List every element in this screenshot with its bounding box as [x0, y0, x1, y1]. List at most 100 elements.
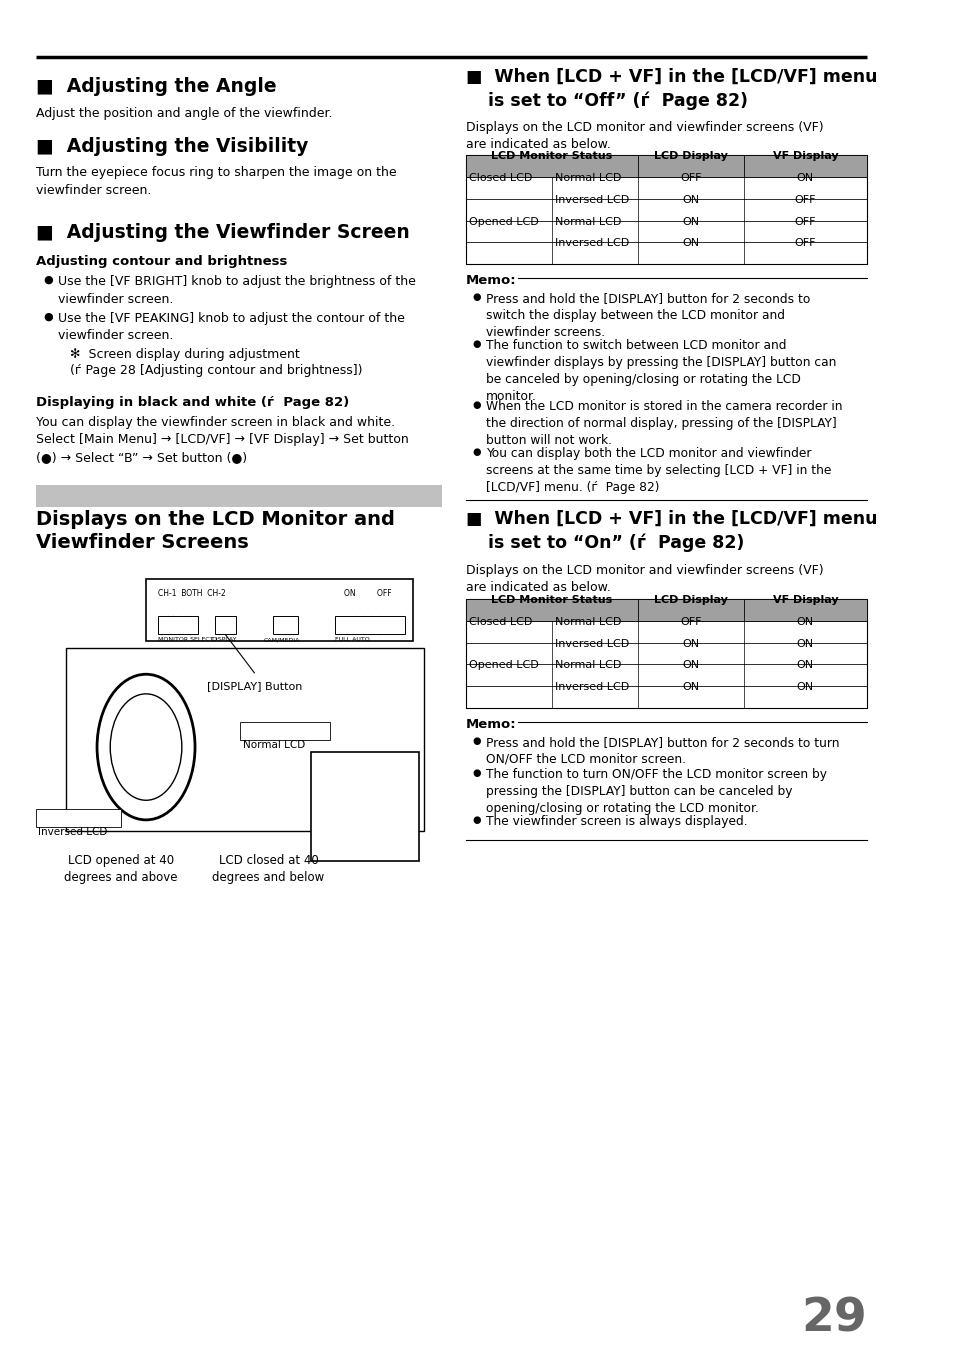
Text: Closed LCD: Closed LCD	[469, 173, 532, 184]
Bar	[465, 599, 865, 621]
Bar	[465, 643, 865, 664]
Text: LCD Display: LCD Display	[654, 151, 727, 162]
Text: Closed LCD: Closed LCD	[469, 617, 532, 626]
Bar	[146, 579, 413, 641]
Text: is set to “Off” (ѓ  Page 82): is set to “Off” (ѓ Page 82)	[488, 90, 747, 109]
Bar	[465, 599, 865, 707]
Text: ON: ON	[681, 194, 699, 205]
Text: [DISPLAY] Button: [DISPLAY] Button	[207, 680, 302, 691]
Text: ●: ●	[473, 292, 481, 302]
Bar	[465, 220, 865, 243]
Bar	[214, 617, 235, 634]
Text: ON: ON	[796, 639, 813, 648]
Text: Inversed LCD: Inversed LCD	[555, 239, 629, 248]
Text: ●: ●	[473, 339, 481, 348]
Text: Inversed LCD: Inversed LCD	[555, 194, 629, 205]
Text: Displays on the LCD Monitor and
Viewfinder Screens: Displays on the LCD Monitor and Viewfind…	[36, 509, 395, 552]
Bar	[335, 617, 405, 634]
Text: Normal LCD: Normal LCD	[555, 617, 621, 626]
Text: ON: ON	[681, 682, 699, 693]
Text: LCD opened at 40
degrees and above: LCD opened at 40 degrees and above	[64, 855, 177, 884]
Text: ●: ●	[473, 815, 481, 825]
Text: Normal LCD: Normal LCD	[555, 660, 621, 671]
Text: The viewfinder screen is always displayed.: The viewfinder screen is always displaye…	[486, 815, 747, 829]
Text: ✻  Screen display during adjustment: ✻ Screen display during adjustment	[70, 348, 299, 362]
Text: LCD Display: LCD Display	[654, 595, 727, 605]
Text: ■  Adjusting the Viewfinder Screen: ■ Adjusting the Viewfinder Screen	[36, 223, 409, 242]
Text: CAM/MEDIA: CAM/MEDIA	[264, 637, 300, 643]
Bar	[465, 621, 865, 643]
Text: LCD Monitor Status: LCD Monitor Status	[491, 595, 612, 605]
Text: MONITOR SELECT: MONITOR SELECT	[158, 637, 213, 643]
Text: Adjusting contour and brightness: Adjusting contour and brightness	[36, 255, 287, 269]
Text: Normal LCD: Normal LCD	[243, 740, 305, 751]
Text: DISPLAY: DISPLAY	[211, 637, 236, 643]
Text: LCD closed at 40
degrees and below: LCD closed at 40 degrees and below	[213, 855, 324, 884]
Bar	[66, 648, 423, 832]
Text: (ѓ Page 28 [Adjusting contour and brightness]): (ѓ Page 28 [Adjusting contour and bright…	[70, 364, 362, 377]
Bar	[158, 617, 197, 634]
Text: CH-1  BOTH  CH-2: CH-1 BOTH CH-2	[158, 589, 226, 598]
Text: The function to switch between LCD monitor and
viewfinder displays by pressing t: The function to switch between LCD monit…	[486, 339, 836, 402]
Text: Use the [VF PEAKING] knob to adjust the contour of the
viewfinder screen.: Use the [VF PEAKING] knob to adjust the …	[58, 312, 405, 342]
Text: OFF: OFF	[794, 216, 815, 227]
Bar	[311, 752, 418, 861]
Text: You can display the viewfinder screen in black and white.
Select [Main Menu] → [: You can display the viewfinder screen in…	[36, 416, 408, 463]
Bar	[465, 198, 865, 220]
Text: When the LCD monitor is stored in the camera recorder in
the direction of normal: When the LCD monitor is stored in the ca…	[486, 400, 841, 447]
Text: Displays on the LCD monitor and viewfinder screens (VF)
are indicated as below.: Displays on the LCD monitor and viewfind…	[465, 120, 822, 151]
Text: Press and hold the [DISPLAY] button for 2 seconds to
switch the display between : Press and hold the [DISPLAY] button for …	[486, 292, 810, 339]
Text: ■  Adjusting the Visibility: ■ Adjusting the Visibility	[36, 136, 308, 155]
Bar	[273, 617, 297, 634]
Text: The function to turn ON/OFF the LCD monitor screen by
pressing the [DISPLAY] but: The function to turn ON/OFF the LCD moni…	[486, 768, 826, 815]
FancyBboxPatch shape	[36, 810, 120, 828]
Text: ●: ●	[473, 447, 481, 458]
Text: Displays on the LCD monitor and viewfinder screens (VF)
are indicated as below.: Displays on the LCD monitor and viewfind…	[465, 563, 822, 594]
Bar	[465, 177, 865, 198]
Text: ●: ●	[473, 768, 481, 779]
Text: LCD Monitor Status: LCD Monitor Status	[491, 151, 612, 162]
Text: Adjust the position and angle of the viewfinder.: Adjust the position and angle of the vie…	[36, 107, 332, 120]
Text: ON: ON	[796, 682, 813, 693]
Text: You can display both the LCD monitor and viewfinder
screens at the same time by : You can display both the LCD monitor and…	[486, 447, 831, 494]
Bar	[465, 155, 865, 265]
Bar	[465, 686, 865, 707]
Text: ON: ON	[796, 617, 813, 626]
Bar	[36, 485, 442, 506]
Text: Displaying in black and white (ѓ  Page 82): Displaying in black and white (ѓ Page 82…	[36, 396, 349, 409]
Text: ON: ON	[796, 660, 813, 671]
Text: ■  When [LCD + VF] in the [LCD/VF] menu: ■ When [LCD + VF] in the [LCD/VF] menu	[465, 68, 876, 85]
Bar	[465, 155, 865, 177]
Text: ■  When [LCD + VF] in the [LCD/VF] menu: ■ When [LCD + VF] in the [LCD/VF] menu	[465, 510, 876, 528]
Text: VF Display: VF Display	[772, 595, 838, 605]
Text: Turn the eyepiece focus ring to sharpen the image on the
viewfinder screen.: Turn the eyepiece focus ring to sharpen …	[36, 166, 396, 197]
Text: ■  Adjusting the Angle: ■ Adjusting the Angle	[36, 77, 276, 96]
Text: Opened LCD: Opened LCD	[469, 216, 538, 227]
Text: ●: ●	[473, 736, 481, 745]
Text: ON         OFF: ON OFF	[343, 589, 391, 598]
FancyBboxPatch shape	[240, 722, 330, 740]
Text: Inversed LCD: Inversed LCD	[555, 639, 629, 648]
Text: ON: ON	[681, 660, 699, 671]
Text: ●: ●	[43, 312, 52, 321]
Text: ON: ON	[681, 216, 699, 227]
Text: VF Display: VF Display	[772, 151, 838, 162]
Text: ON: ON	[681, 239, 699, 248]
Text: Press and hold the [DISPLAY] button for 2 seconds to turn
ON/OFF the LCD monitor: Press and hold the [DISPLAY] button for …	[486, 736, 839, 765]
Bar	[465, 243, 865, 265]
Text: Inversed LCD: Inversed LCD	[555, 682, 629, 693]
Bar	[465, 664, 865, 686]
Text: is set to “On” (ѓ  Page 82): is set to “On” (ѓ Page 82)	[488, 533, 743, 552]
Text: OFF: OFF	[794, 239, 815, 248]
Text: Inversed LCD: Inversed LCD	[38, 828, 107, 837]
Text: OFF: OFF	[679, 173, 701, 184]
Text: FULL AUTO: FULL AUTO	[335, 637, 370, 643]
Text: ●: ●	[473, 400, 481, 410]
Text: ON: ON	[796, 173, 813, 184]
Text: OFF: OFF	[679, 617, 701, 626]
Text: Normal LCD: Normal LCD	[555, 216, 621, 227]
Text: ●: ●	[43, 275, 52, 285]
Text: 29: 29	[800, 1296, 865, 1341]
Text: Memo:: Memo:	[465, 274, 516, 288]
Text: ON: ON	[681, 639, 699, 648]
